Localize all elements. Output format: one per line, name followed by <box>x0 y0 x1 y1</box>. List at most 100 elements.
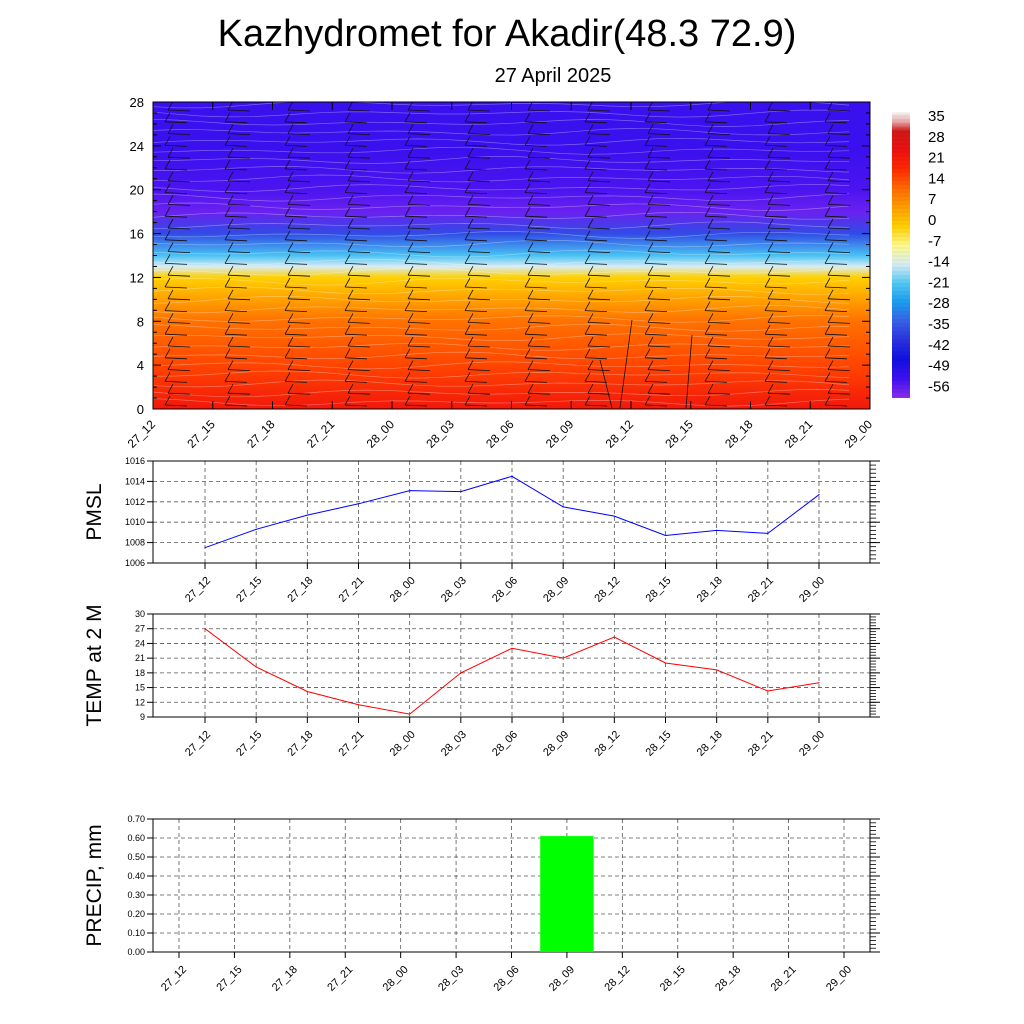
wind-barb-staff <box>227 266 234 276</box>
contour-line <box>153 370 850 379</box>
heatmap-x-tick-label: 28_21 <box>782 417 816 451</box>
wind-barb-flag <box>524 121 548 124</box>
wind-barb-staff <box>347 313 354 323</box>
wind-barb-staff <box>647 171 654 181</box>
y-tick-label: 1006 <box>125 558 145 568</box>
heatmap-x-tick-label: 28_00 <box>364 417 398 451</box>
wind-barb-flag <box>647 392 671 395</box>
wind-barb-staff <box>467 266 474 276</box>
wind-barb-staff <box>227 195 234 205</box>
wind-barb-flag <box>467 298 491 301</box>
wind-barb-staff <box>287 124 294 134</box>
wind-barb-staff <box>344 301 351 311</box>
wind-barb-flag <box>344 145 368 147</box>
wind-barb-flag <box>824 145 848 147</box>
data-point <box>255 666 257 668</box>
wind-barb-flag <box>224 168 248 171</box>
wind-barb-staff <box>284 301 291 311</box>
wind-barb-staff <box>167 266 174 276</box>
wind-barb-flag <box>284 404 308 407</box>
wind-barb-flag <box>467 133 491 135</box>
wind-barb-flag <box>344 381 368 383</box>
wind-barb-staff <box>287 289 294 299</box>
wind-barb-staff <box>227 336 234 347</box>
colorbar-scale <box>892 112 910 398</box>
wind-barb-staff <box>704 159 711 170</box>
wind-barb-flag <box>584 239 608 242</box>
wind-barb-flag <box>647 298 671 301</box>
wind-barb-flag <box>824 168 848 171</box>
x-tick-label: 27_12 <box>183 729 213 759</box>
wind-barb-flag <box>407 322 431 324</box>
x-tick-label: 27_21 <box>337 575 367 605</box>
wind-barb-staff <box>767 266 774 276</box>
temperature-field <box>153 102 870 409</box>
wind-barb-flag <box>407 392 431 395</box>
wind-barb-flag <box>707 156 731 159</box>
wind-barb-staff <box>404 112 411 122</box>
wind-barb-flag <box>344 263 368 265</box>
wind-barb-staff <box>464 254 471 264</box>
wind-barb-flag <box>467 180 491 183</box>
contour-line <box>153 202 850 211</box>
wind-barb-staff <box>527 289 534 299</box>
wind-barb-staff <box>347 124 354 134</box>
wind-barb-staff <box>827 195 834 205</box>
wind-barb-flag <box>167 156 191 159</box>
wind-barb-flag <box>287 322 311 324</box>
wind-barb-flag <box>524 145 548 147</box>
wind-barb-flag <box>464 145 488 147</box>
contour-line <box>153 211 850 220</box>
wind-barb-staff <box>404 230 411 240</box>
wind-barb-flag <box>704 357 728 360</box>
x-tick-label: 28_15 <box>658 964 688 994</box>
contour-line <box>153 239 850 248</box>
wind-barb-staff <box>647 195 654 205</box>
wind-barb-flag <box>224 333 248 336</box>
wind-barb-staff <box>767 218 774 229</box>
wind-barb-staff <box>827 148 834 158</box>
wind-barb-staff <box>164 159 171 170</box>
wind-barb-flag <box>767 345 791 348</box>
wind-barb-flag <box>824 404 848 407</box>
y-tick-label: 12 <box>135 697 145 707</box>
wind-barb-staff <box>587 218 594 229</box>
wind-barb-flag <box>404 121 428 124</box>
x-tick-label: 28_09 <box>547 964 577 994</box>
wind-barb-flag <box>347 156 371 159</box>
wind-barb-staff <box>764 159 771 170</box>
wind-barb-staff <box>287 195 294 205</box>
wind-barb-flag <box>707 227 731 230</box>
heatmap-y-tick-label: 4 <box>137 358 144 373</box>
wind-barb-flag <box>587 204 611 206</box>
wind-barb-staff <box>347 336 354 347</box>
contour-line <box>153 102 850 109</box>
wind-barb-flag <box>527 251 551 253</box>
wind-barb-flag <box>287 180 311 183</box>
wind-barb-staff <box>224 277 231 288</box>
x-tick-label: 28_09 <box>541 575 571 605</box>
wind-barb-flag <box>587 298 611 301</box>
wind-barb-staff <box>404 159 411 170</box>
wind-barb-flag <box>224 263 248 265</box>
wind-barb-flag <box>704 310 728 312</box>
wind-barb-staff <box>647 148 654 158</box>
wind-barb-staff <box>764 254 771 264</box>
wind-barb-flag <box>464 381 488 383</box>
colorbar-tick-label: -42 <box>928 337 950 354</box>
wind-barb-flag <box>344 192 368 194</box>
x-tick-label: 27_21 <box>325 964 355 994</box>
data-point <box>357 704 360 706</box>
wind-barb-staff <box>524 325 531 335</box>
wind-barb-staff <box>524 136 531 146</box>
wind-barb-staff <box>527 148 534 158</box>
wind-barb-flag <box>287 251 311 253</box>
wind-barb-flag <box>407 133 431 135</box>
x-tick-label: 28_12 <box>602 964 632 994</box>
wind-barb-flag <box>284 192 308 194</box>
wind-barb-flag <box>527 369 551 371</box>
data-point <box>767 690 769 692</box>
wind-barb-staff <box>227 360 234 370</box>
wind-barb-flag <box>167 204 191 206</box>
